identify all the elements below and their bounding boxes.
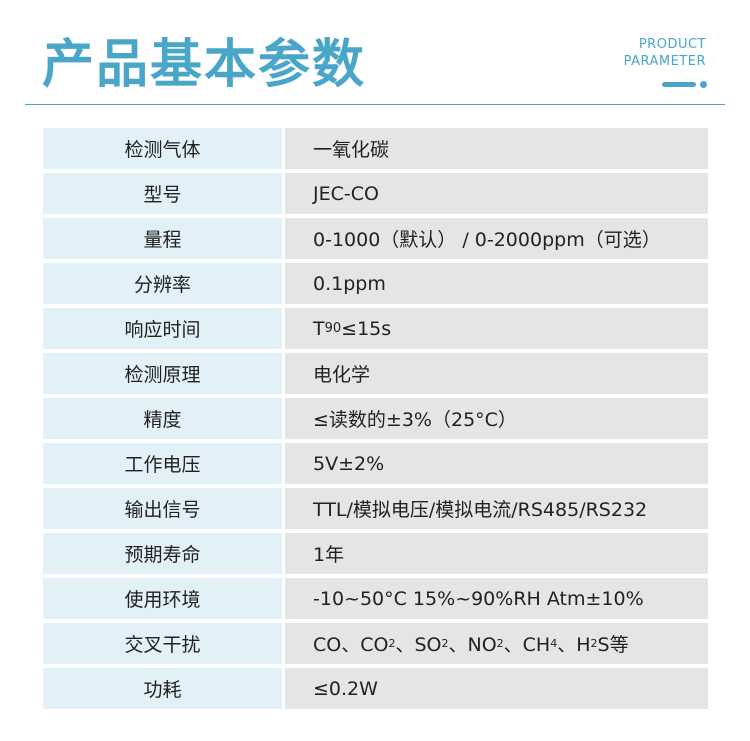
param-value: 1年 (285, 533, 708, 574)
parameter-table: 检测气体 一氧化碳型号 JEC-CO 量程 0-1000（默认） / 0-2000ppm… (43, 128, 708, 713)
param-value-segment: T (313, 317, 325, 340)
table-row: 量程 0-1000（默认） / 0-2000ppm（可选） (43, 218, 708, 259)
param-value-segment: 、CH (503, 634, 551, 656)
page-title: 产品基本参数 (42, 35, 367, 95)
param-value: 5V±2% (285, 443, 708, 484)
param-value: -10~50°C 15%~90%RH Atm±10% (285, 578, 708, 619)
param-value-segment: 4 (550, 637, 558, 650)
param-value-segment: 电化学 (313, 364, 371, 386)
decorative-bar (662, 82, 696, 87)
param-value-segment: 90 (324, 321, 342, 336)
param-value-segment: 1年 (313, 544, 345, 566)
table-row: 型号 JEC-CO (43, 173, 708, 214)
param-value-segment: 、H (557, 634, 591, 656)
param-value-segment: 2 (441, 637, 449, 650)
param-label: 使用环境 (43, 578, 282, 619)
param-value: JEC-CO (285, 173, 708, 214)
param-value: ≤读数的±3%（25°C） (285, 398, 708, 439)
param-value-segment: 一氧化碳 (313, 139, 390, 161)
param-value-segment: 、NO (448, 634, 497, 656)
table-row: 响应时间 T 90 ≤15s (43, 308, 708, 349)
param-value-segment: CO、CO (313, 634, 389, 656)
param-value-segment: ≤15s (341, 317, 392, 340)
param-value-segment: 2 (590, 637, 598, 650)
param-value: TTL/模拟电压/模拟电流/RS485/RS232 (285, 488, 708, 529)
param-label: 输出信号 (43, 488, 282, 529)
param-value: 0-1000（默认） / 0-2000ppm（可选） (285, 218, 708, 259)
param-label: 功耗 (43, 668, 282, 709)
table-row: 检测气体 一氧化碳 (43, 128, 708, 169)
param-value: ≤0.2W (285, 668, 708, 709)
table-row: 精度 ≤读数的±3%（25°C） (43, 398, 708, 439)
param-value: T 90 ≤15s (285, 308, 708, 349)
table-row: 功耗 ≤0.2W (43, 668, 708, 709)
english-subtitle-line2: PARAMETER (623, 54, 706, 69)
table-row: 使用环境 -10~50°C 15%~90%RH Atm±10% (43, 578, 708, 619)
param-value-segment: 、SO (395, 634, 442, 656)
table-row: 分辨率 0.1ppm (43, 263, 708, 304)
param-value: 电化学 (285, 353, 708, 394)
param-value-segment: S等 (597, 634, 629, 656)
param-label: 检测气体 (43, 128, 282, 169)
table-row: 预期寿命 1年 (43, 533, 708, 574)
english-subtitle: PRODUCT PARAMETER (624, 36, 706, 70)
table-row: 工作电压 5V±2% (43, 443, 708, 484)
param-value-segment: 0-1000（默认） / 0-2000ppm（可选） (313, 229, 661, 251)
param-value-segment: 2 (496, 637, 504, 650)
param-value-segment: 0.1ppm (313, 272, 386, 295)
param-label: 响应时间 (43, 308, 282, 349)
param-label: 分辨率 (43, 263, 282, 304)
param-value: 0.1ppm (285, 263, 708, 304)
english-subtitle-line1: PRODUCT (638, 37, 706, 52)
param-value-segment: TTL/模拟电压/模拟电流/RS485/RS232 (313, 499, 648, 521)
table-row: 检测原理 电化学 (43, 353, 708, 394)
param-value-segment: 5V±2% (313, 452, 385, 475)
param-label: 工作电压 (43, 443, 282, 484)
param-value-segment: 2 (388, 637, 396, 650)
table-row: 交叉干扰 CO、CO 2 、SO 2 、NO 2 、CH 4 、H 2 S等 (43, 623, 708, 664)
param-value-segment: ≤0.2W (313, 677, 378, 700)
param-label: 型号 (43, 173, 282, 214)
param-label: 交叉干扰 (43, 623, 282, 664)
header-divider (25, 104, 725, 105)
param-value: 一氧化碳 (285, 128, 708, 169)
param-label: 量程 (43, 218, 282, 259)
param-value: CO、CO 2 、SO 2 、NO 2 、CH 4 、H 2 S等 (285, 623, 708, 664)
decorative-dot (700, 81, 707, 88)
param-value-segment: JEC-CO (313, 182, 379, 205)
param-label: 预期寿命 (43, 533, 282, 574)
param-label: 检测原理 (43, 353, 282, 394)
param-value-segment: -10~50°C 15%~90%RH Atm±10% (313, 587, 644, 610)
param-label: 精度 (43, 398, 282, 439)
param-value-segment: ≤读数的±3%（25°C） (313, 409, 517, 431)
table-row: 输出信号 TTL/模拟电压/模拟电流/RS485/RS232 (43, 488, 708, 529)
